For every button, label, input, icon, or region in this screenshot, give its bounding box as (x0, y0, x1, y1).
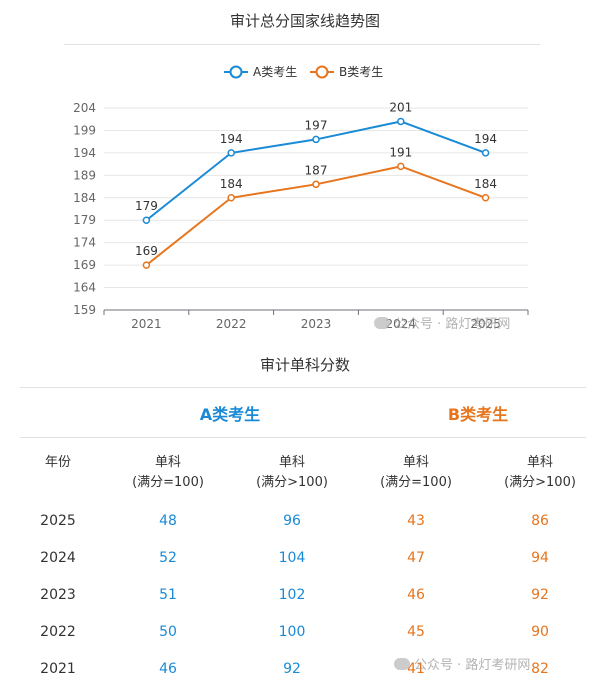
data-point (397, 117, 405, 126)
y-tick-label: 179 (73, 213, 96, 227)
subject-header: 单科 (满分>100) (232, 453, 352, 493)
year-header: 年份 (44, 455, 71, 470)
y-tick-label: 184 (73, 191, 96, 205)
y-tick-label: 189 (73, 168, 96, 182)
data-point (142, 216, 151, 224)
score-cell: 92 (283, 661, 301, 677)
data-label: 191 (389, 145, 412, 159)
table-top-rule (20, 387, 586, 388)
legend-label: B类考生 (339, 65, 383, 79)
subject-header-line: 单科 (526, 455, 553, 470)
score-cell: 48 (159, 513, 177, 529)
legend-label: A类考生 (253, 65, 297, 79)
score-cell: 43 (407, 513, 425, 529)
group-a-header: A类考生 (199, 405, 261, 424)
data-label: 179 (135, 199, 158, 213)
subject-header: 单科 (满分=100) (108, 453, 228, 493)
x-tick-label: 2024 (386, 317, 417, 331)
year-cell: 2025 (40, 513, 76, 529)
data-label: 194 (220, 132, 243, 146)
y-tick-label: 164 (73, 281, 96, 295)
year-cell: 2022 (40, 624, 76, 640)
data-point (227, 194, 235, 202)
data-point (312, 135, 320, 144)
data-label: 187 (305, 163, 328, 177)
subject-header-line: (满分=100) (380, 475, 452, 490)
wechat-icon (394, 658, 410, 670)
score-cell: 82 (531, 661, 549, 677)
subject-header-line: (满分>100) (256, 475, 328, 490)
subject-header-line: (满分>100) (504, 475, 576, 490)
data-point (227, 149, 235, 157)
data-label: 194 (474, 132, 497, 146)
score-cell: 104 (278, 550, 306, 566)
score-cell: 47 (407, 550, 425, 566)
data-point (481, 194, 490, 202)
data-label: 201 (389, 100, 412, 114)
subject-header-line: 单科 (154, 455, 181, 470)
data-point (397, 162, 405, 171)
legend-marker (229, 65, 243, 79)
data-point (142, 261, 151, 269)
y-tick-label: 169 (73, 258, 96, 272)
score-cell: 41 (407, 661, 425, 677)
y-tick-label: 199 (73, 123, 96, 137)
score-cell: 102 (278, 587, 306, 603)
data-label: 184 (474, 177, 497, 191)
data-label: 197 (305, 118, 328, 132)
score-cell: 96 (283, 513, 301, 529)
score-cell: 46 (159, 661, 177, 677)
score-cell: 46 (407, 587, 425, 603)
chart-title: 审计总分国家线趋势图 (229, 12, 380, 30)
x-tick-label: 2025 (470, 317, 501, 331)
data-point (312, 180, 320, 189)
y-tick-label: 174 (73, 236, 96, 250)
table-title: 审计单科分数 (259, 356, 350, 374)
y-tick-label: 194 (73, 146, 96, 160)
score-cell: 50 (159, 624, 177, 640)
chart-watermark-text: 公众号 · 路灯考研网 (394, 317, 511, 332)
chart-watermark: 公众号 · 路灯考研网 (374, 313, 510, 332)
table-header-rule (20, 437, 586, 438)
line-chart: 159 164 169 174 179 184 189 194 199 204 2021 2022 20… (73, 65, 529, 331)
y-tick-label: 204 (73, 101, 96, 115)
title-divider (64, 44, 540, 45)
x-tick-label: 2022 (216, 317, 247, 331)
y-tick-label: 159 (73, 303, 96, 317)
subject-header-line: 单科 (402, 455, 429, 470)
year-cell: 2021 (40, 661, 76, 677)
data-point (481, 149, 490, 157)
table-watermark: 公众号 · 路灯考研网 (394, 654, 530, 673)
legend-marker (315, 65, 329, 79)
subject-header: 单科 (满分>100) (480, 453, 600, 493)
subject-header-line: 单科 (278, 455, 305, 470)
wechat-icon (374, 317, 390, 329)
score-cell: 90 (531, 624, 549, 640)
x-tick-label: 2023 (301, 317, 332, 331)
score-cell: 94 (531, 550, 549, 566)
score-cell: 52 (159, 550, 177, 566)
subject-header: 单科 (满分=100) (356, 453, 476, 493)
score-cell: 45 (407, 624, 425, 640)
score-cell: 51 (159, 587, 177, 603)
score-cell: 92 (531, 587, 549, 603)
score-cell: 86 (531, 513, 549, 529)
x-tick-label: 2021 (131, 317, 162, 331)
year-cell: 2023 (40, 587, 76, 603)
year-cell: 2024 (40, 550, 76, 566)
data-label: 184 (220, 177, 243, 191)
subject-header-line: (满分=100) (132, 475, 204, 490)
table-watermark-text: 公众号 · 路灯考研网 (414, 658, 531, 673)
group-b-header: B类考生 (447, 405, 509, 424)
data-label: 169 (135, 244, 158, 258)
score-cell: 100 (278, 624, 306, 640)
